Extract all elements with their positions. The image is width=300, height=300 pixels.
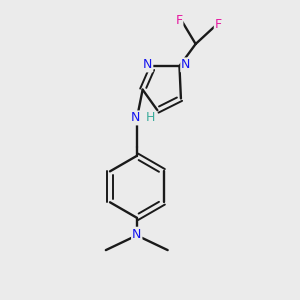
Text: N: N: [131, 111, 140, 124]
Text: N: N: [132, 228, 141, 241]
Text: N: N: [143, 58, 152, 71]
Text: F: F: [215, 18, 222, 31]
Text: H: H: [146, 111, 156, 124]
Text: F: F: [175, 14, 182, 27]
Text: N: N: [181, 58, 190, 71]
